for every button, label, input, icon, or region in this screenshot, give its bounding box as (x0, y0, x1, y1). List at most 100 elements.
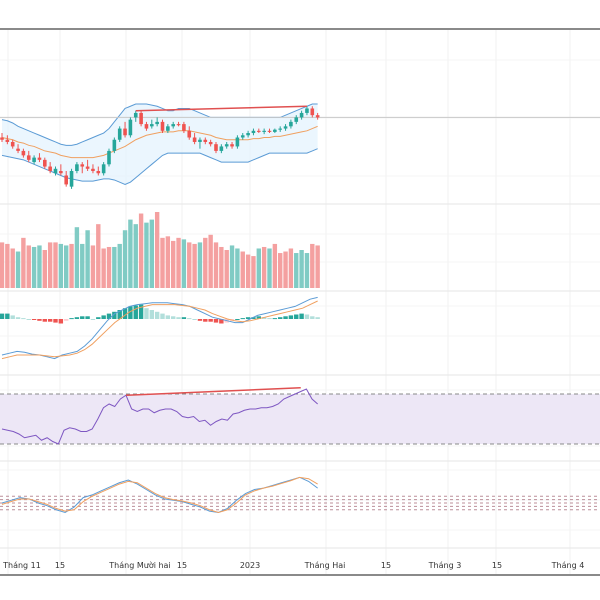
volume-bar (245, 254, 251, 288)
volume-bar (80, 243, 85, 288)
candle-body (289, 121, 293, 127)
volume-bar (74, 227, 80, 288)
macd-histogram-bar (187, 318, 192, 320)
candle-body (26, 155, 31, 160)
macd-histogram-bar (106, 313, 112, 319)
volume-bar (90, 245, 96, 288)
candle-body (16, 148, 20, 151)
volume-bar (213, 242, 219, 288)
candle-body (182, 124, 186, 131)
x-axis-tick-label: 15 (55, 561, 65, 570)
macd-histogram-bar (235, 319, 240, 320)
candle-body (75, 164, 79, 172)
macd-histogram-bar (261, 317, 267, 319)
volume-bar (251, 256, 256, 288)
volume-bar (154, 212, 160, 288)
macd-histogram-bar (315, 317, 320, 319)
volume-bar (197, 242, 203, 288)
candle-body (192, 137, 197, 142)
candle-body (246, 133, 250, 136)
macd-histogram-bar (294, 314, 299, 319)
candle-body (305, 108, 309, 113)
candle-body (80, 164, 85, 167)
macd-histogram-bar (192, 319, 197, 320)
macd-histogram-bar (10, 315, 15, 319)
macd-histogram-bar (128, 306, 133, 319)
macd-histogram-bar (74, 317, 80, 319)
macd-histogram-bar (304, 314, 310, 319)
volume-bar (160, 237, 165, 288)
rsi-trendline (125, 387, 301, 396)
volume-bar (181, 239, 187, 288)
volume-bar (224, 250, 229, 288)
macd-line-macd (1, 296, 318, 360)
volume-bar (85, 230, 90, 288)
volume-bar (69, 243, 74, 288)
volume-bar (208, 234, 213, 288)
macd-histogram-bar (37, 319, 42, 321)
macd-histogram-bar (272, 318, 278, 320)
macd-histogram-bar (171, 316, 176, 319)
macd-histogram-bar (240, 318, 245, 320)
macd-histogram-bar (133, 305, 138, 319)
macd-histogram-bar (149, 310, 154, 319)
volume-bar (53, 242, 58, 288)
candle-body (128, 119, 133, 136)
x-axis: Tháng 11 15 Tháng Mười hai 15 2023 Tháng Hai 1… (2, 560, 584, 570)
candle-body (240, 135, 245, 138)
candle-body (310, 108, 315, 116)
rsi-pane (0, 387, 600, 445)
volume-bar (278, 253, 283, 288)
candle-body (257, 130, 261, 132)
macd-histogram-bar (219, 319, 224, 324)
macd-histogram-bar (96, 317, 101, 319)
candle-body (198, 139, 202, 142)
macd-histogram-bar (310, 316, 315, 319)
macd-histogram-bar (267, 318, 272, 320)
macd-histogram-bar (53, 319, 58, 323)
macd-histogram-bar (160, 313, 165, 319)
macd-histogram-bar (85, 316, 90, 319)
candle-body (91, 168, 95, 172)
candle-body (53, 168, 58, 174)
candle-body (160, 121, 165, 131)
candle-body (150, 124, 154, 127)
macd-histogram-bar (288, 315, 294, 319)
macd-histogram-bar (90, 319, 96, 320)
macd-histogram-bar (42, 319, 47, 322)
volume-bar (256, 248, 261, 288)
candle-body (48, 166, 52, 172)
candle-body (85, 166, 90, 169)
candle-body (117, 128, 122, 140)
candle-body (32, 157, 36, 163)
x-axis-tick-label: Tháng Mười hai (108, 560, 170, 570)
rsi-band-fill (0, 394, 600, 444)
x-axis-tick-label: 15 (177, 561, 187, 570)
volume-bar (112, 246, 117, 288)
candle-body (112, 139, 117, 151)
volume-bar (187, 242, 192, 288)
macd-histogram-bar (21, 318, 26, 320)
bottom-border (0, 574, 600, 576)
volume-bar (192, 243, 197, 288)
macd-histogram-bar (154, 311, 160, 319)
volume-bar (42, 250, 47, 288)
macd-histogram-bar (299, 313, 304, 319)
volume-bar (0, 242, 5, 288)
bollinger-middle-line (1, 125, 318, 159)
x-axis-tick-label: Tháng Hai (304, 561, 346, 570)
candle-body (123, 128, 127, 136)
candle-body (214, 144, 218, 151)
volume-bar (299, 250, 304, 288)
volume-bar (117, 243, 122, 288)
volume-bar (128, 219, 133, 288)
macd-histogram-bar (80, 316, 85, 319)
macd-histogram-bar (144, 308, 149, 319)
volume-bar (21, 237, 26, 288)
volume-bar (58, 243, 64, 288)
volume-bar (133, 224, 138, 288)
top-border (0, 28, 600, 30)
macd-histogram-bar (176, 317, 181, 319)
x-axis-tick-label: 15 (492, 561, 502, 570)
